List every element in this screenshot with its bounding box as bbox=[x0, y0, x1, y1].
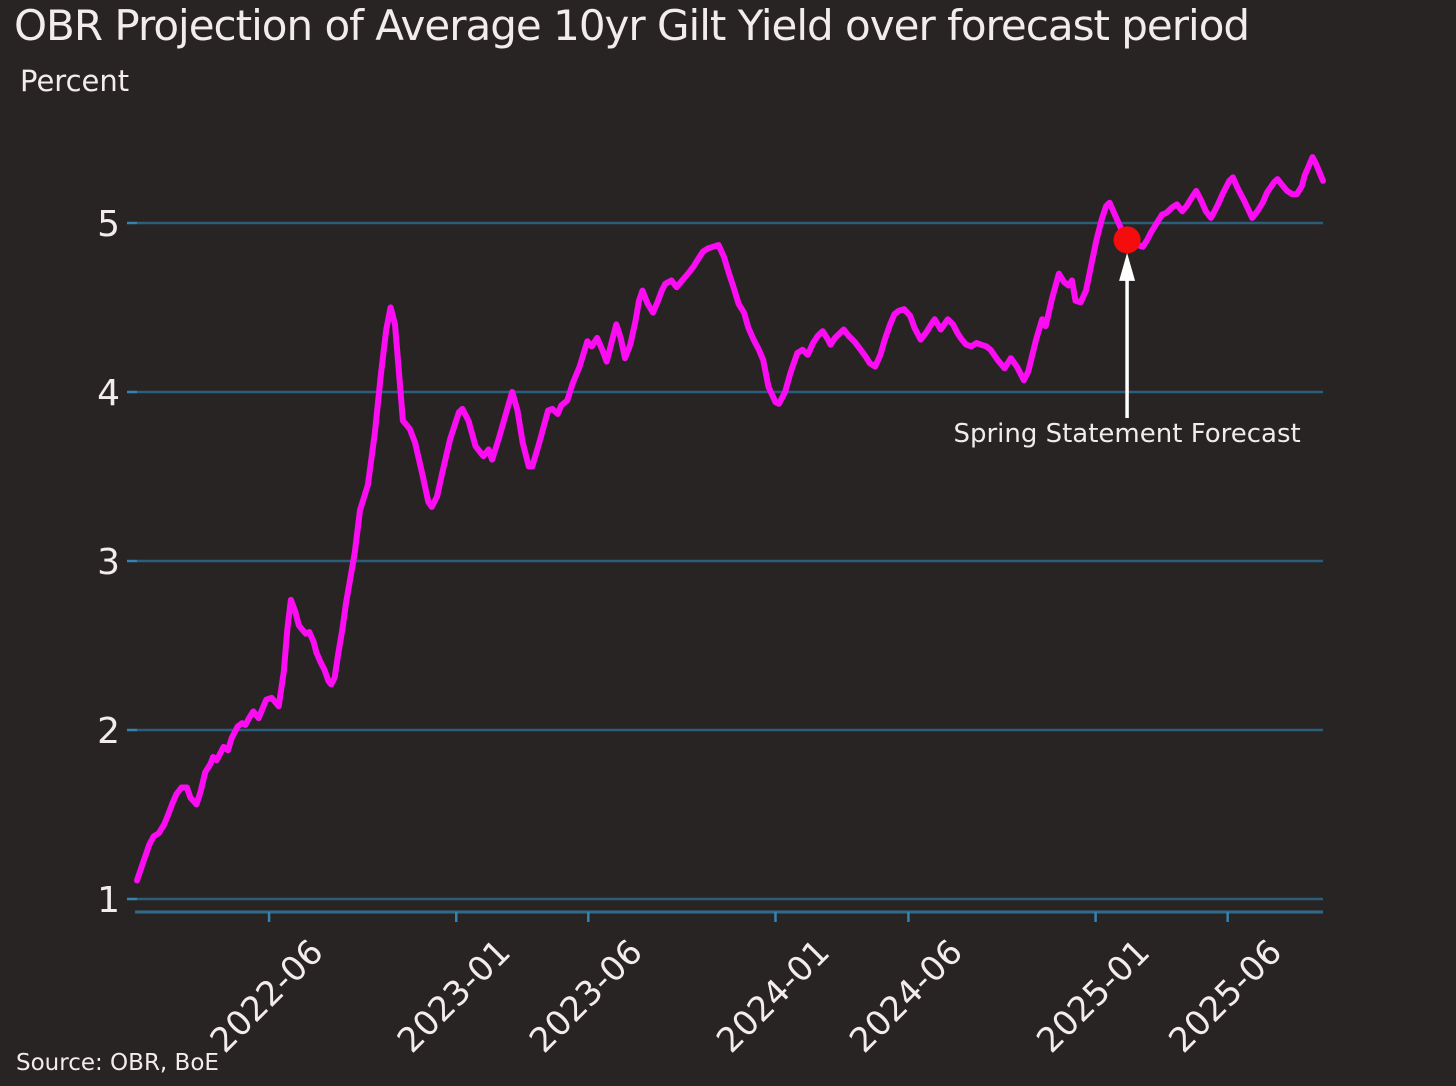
source-note: Source: OBR, BoE bbox=[16, 1050, 219, 1076]
yield-line-series bbox=[134, 154, 1326, 884]
y-tick-label-4: 4 bbox=[97, 373, 120, 414]
x-tick-label-2024-06: 2024-06 bbox=[842, 932, 971, 1061]
x-tick-label-2022-06: 2022-06 bbox=[203, 932, 332, 1061]
forecast-dot bbox=[1113, 226, 1141, 254]
x-tick-label-2023-06: 2023-06 bbox=[522, 932, 651, 1061]
x-tick-label-2025-06: 2025-06 bbox=[1161, 932, 1290, 1061]
annotation-label: Spring Statement Forecast bbox=[953, 419, 1301, 449]
y-tick-label-3: 3 bbox=[97, 542, 120, 583]
y-tick-label-5: 5 bbox=[97, 204, 120, 245]
y-axis-unit-label: Percent bbox=[20, 64, 130, 98]
y-tick-label-1: 1 bbox=[97, 880, 120, 921]
annotation-arrow-head bbox=[1119, 252, 1136, 281]
chart-title: OBR Projection of Average 10yr Gilt Yiel… bbox=[14, 1, 1250, 50]
x-tick-label-2024-01: 2024-01 bbox=[709, 932, 838, 1061]
x-tick-label-2023-01: 2023-01 bbox=[390, 932, 519, 1061]
x-tick-label-2025-01: 2025-01 bbox=[1029, 932, 1158, 1061]
y-tick-label-2: 2 bbox=[97, 711, 120, 752]
